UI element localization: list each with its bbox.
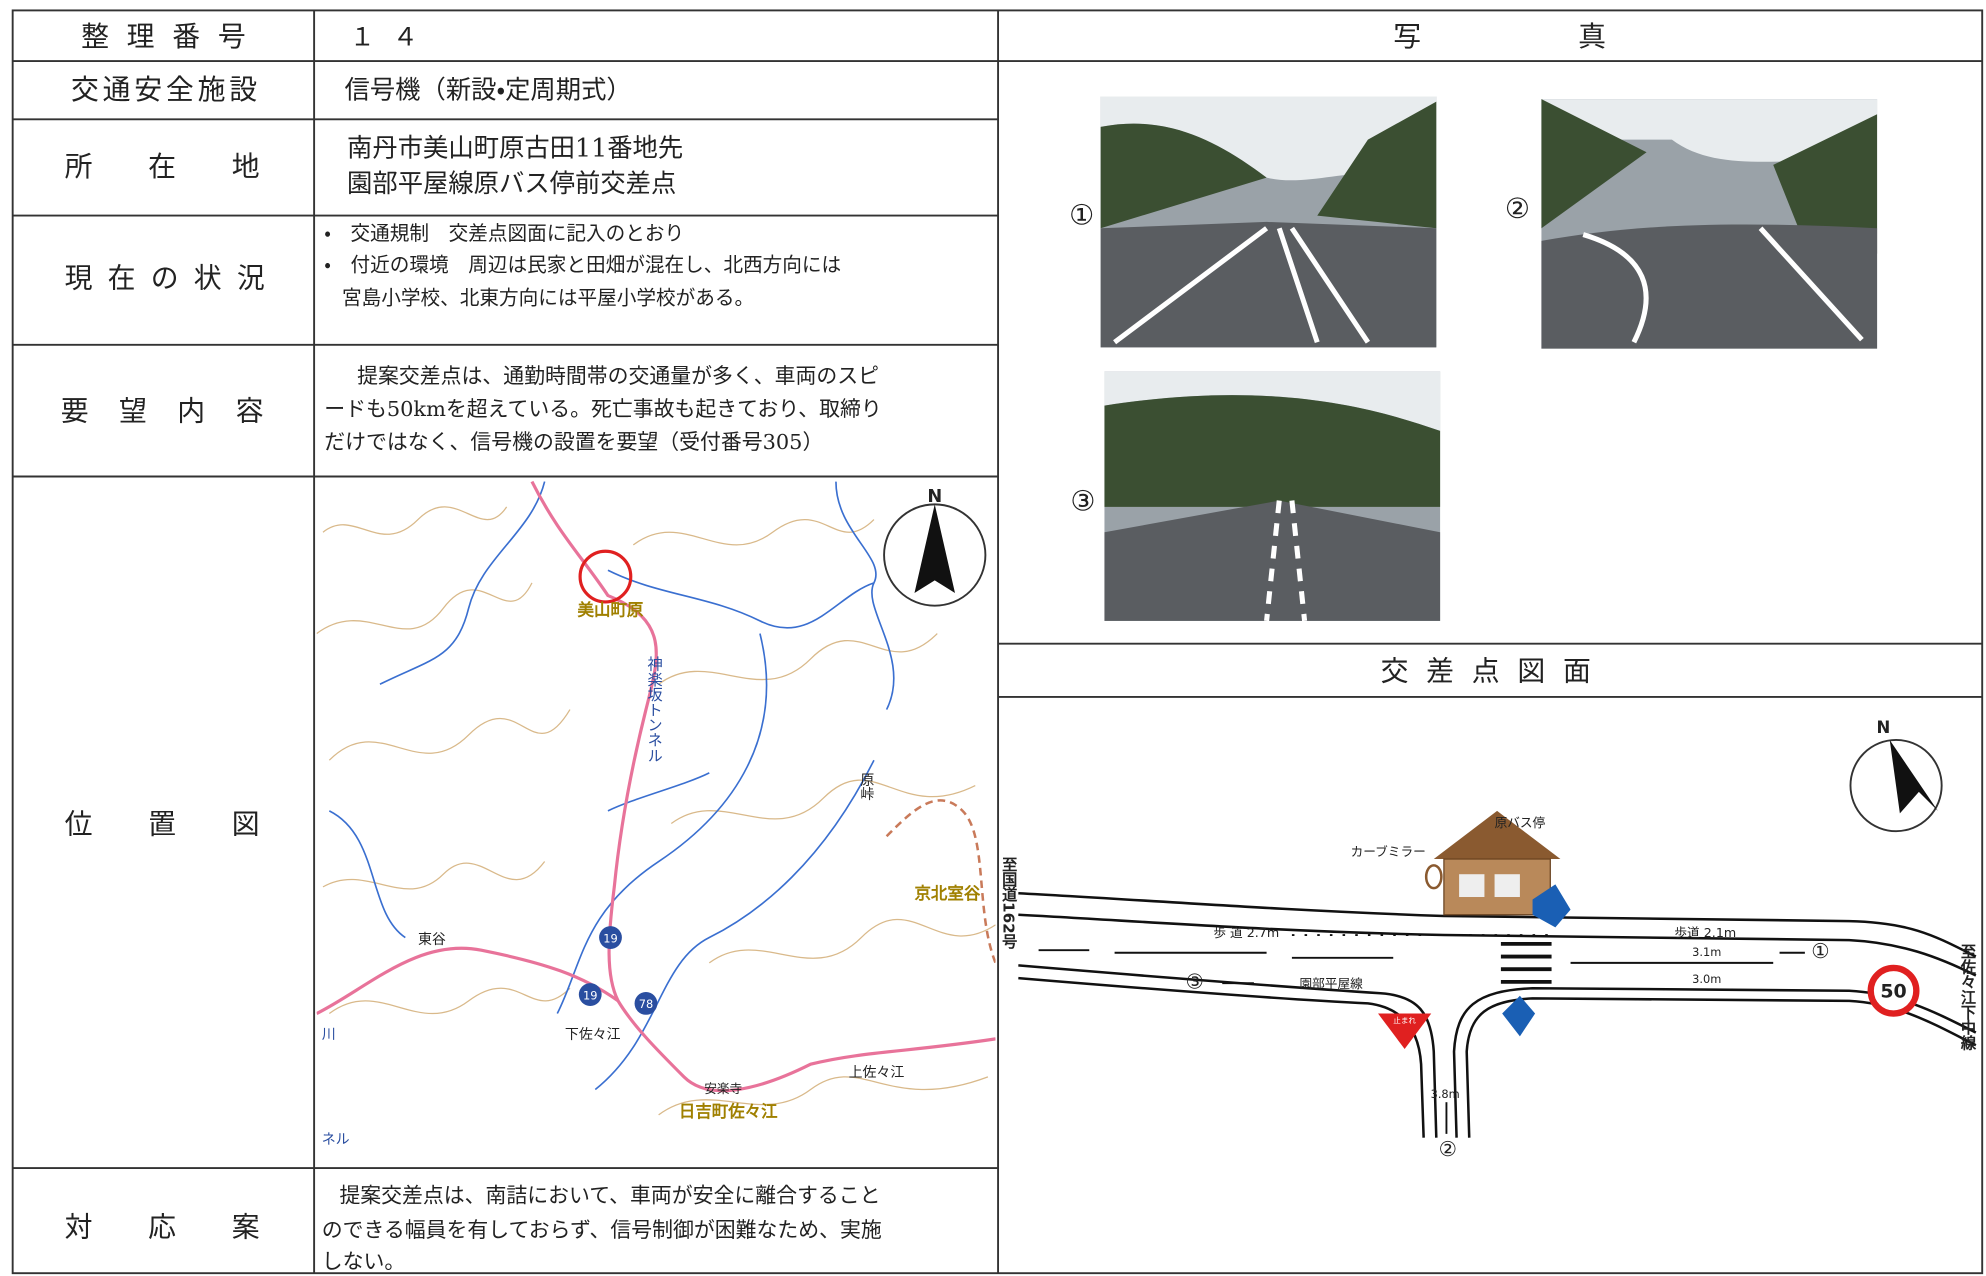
diagram-label: ③ bbox=[1186, 970, 1204, 994]
diagram-label: 園部平屋線 bbox=[1300, 976, 1364, 991]
photo bbox=[1541, 99, 1878, 349]
row-label: 要望内容 bbox=[61, 395, 294, 428]
route-number: 19 bbox=[603, 931, 617, 945]
row-value: しない。 bbox=[322, 1250, 406, 1274]
photos-title: 写 bbox=[1393, 20, 1421, 53]
photos-title: 真 bbox=[1578, 20, 1606, 53]
row-label: 現在の状況 bbox=[65, 262, 280, 295]
place-label: 下佐々江 bbox=[565, 1027, 621, 1043]
row-value: ードも50kmを超えている。死亡事故も起きており、取締り bbox=[324, 397, 882, 421]
route-number: 78 bbox=[639, 997, 653, 1011]
place-label: 東谷 bbox=[418, 932, 446, 948]
place-label: 京北室谷 bbox=[914, 884, 980, 903]
photo bbox=[1100, 96, 1437, 348]
row-label: 位置図 bbox=[65, 808, 316, 841]
stop-sign: 止まれ bbox=[1393, 1015, 1416, 1025]
diagram-label: 歩道 2.1m bbox=[1674, 925, 1736, 940]
place-label: 日吉町佐々江 bbox=[679, 1102, 778, 1121]
route-number: 19 bbox=[583, 988, 597, 1002]
row-value: 信号機（新設・定周期式） bbox=[345, 74, 632, 104]
diagram-label: 3.0m bbox=[1692, 972, 1721, 986]
row-value: 南丹市美山町原古田11番地先 bbox=[347, 133, 683, 163]
photo-number: ① bbox=[1069, 198, 1094, 231]
place-label: 上佐々江 bbox=[849, 1065, 905, 1081]
diagram-title: 交差点図面 bbox=[1381, 654, 1609, 687]
place-label: 美山町原 bbox=[578, 600, 644, 619]
row-value: のできる幅員を有しておらず、信号制御が困難なため、実施 bbox=[322, 1218, 882, 1242]
row-value: だけではなく、信号機の設置を要望（受付番号305） bbox=[324, 430, 823, 454]
row-label: 所在地 bbox=[65, 150, 316, 183]
place-label: 神楽坂トンネル bbox=[645, 656, 663, 762]
row-label: 交通安全施設 bbox=[71, 73, 261, 106]
diagram-label: ① bbox=[1811, 939, 1829, 963]
row-value: 提案交差点は、通勤時間帯の交通量が多く、車両のスピ bbox=[357, 364, 879, 388]
photo bbox=[1104, 371, 1441, 622]
place-label: 原峠 bbox=[858, 773, 874, 801]
place-label: ネル bbox=[322, 1132, 350, 1148]
place-label: 川 bbox=[322, 1027, 336, 1043]
diagram-label: カーブミラー bbox=[1351, 844, 1426, 859]
row-value: ・ 付近の環境 周辺は民家と田畑が混在し、北西方向には bbox=[324, 254, 841, 277]
row-value: ・ 交通規制 交差点図面に記入のとおり bbox=[324, 222, 684, 245]
speed-limit: 50 bbox=[1880, 981, 1906, 1003]
location-map: 19 19 78 美山町原 神楽坂トンネル 原峠 京北室谷 東谷 下佐々江 安楽… bbox=[316, 480, 996, 1148]
diagram-label: 至佐々江下中線 bbox=[1959, 944, 1978, 1052]
north-label: N bbox=[1877, 718, 1891, 737]
table-frame bbox=[11, 9, 1984, 1275]
row-label: 対応案 bbox=[65, 1210, 316, 1243]
north-label: N bbox=[927, 487, 942, 507]
row-value: 提案交差点は、南詰において、車両が安全に離合すること bbox=[339, 1184, 880, 1208]
place-label: 安楽寺 bbox=[704, 1081, 742, 1096]
diagram-label: 3.8m bbox=[1431, 1087, 1460, 1101]
diagram-label: 3.1m bbox=[1692, 945, 1721, 959]
row-value: 宮島小学校、北東方向には平屋小学校がある。 bbox=[342, 287, 754, 310]
photo-number: ③ bbox=[1070, 485, 1095, 518]
diagram-label: 原バス停 bbox=[1495, 815, 1546, 830]
row-label: 整理番号 bbox=[81, 20, 263, 53]
row-value: １４ bbox=[350, 21, 436, 51]
intersection-diagram: N 原バス停 カーブミラー 至国道162号 至佐々江下中線 歩 道 2.7m 歩… bbox=[1000, 718, 1977, 1161]
diagram-label: 歩 道 2.7m bbox=[1213, 925, 1279, 940]
photo-number: ② bbox=[1505, 192, 1530, 225]
diagram-label: 至国道162号 bbox=[1000, 856, 1018, 950]
row-value: 園部平屋線原バス停前交差点 bbox=[347, 168, 676, 198]
diagram-label: ② bbox=[1439, 1137, 1457, 1161]
